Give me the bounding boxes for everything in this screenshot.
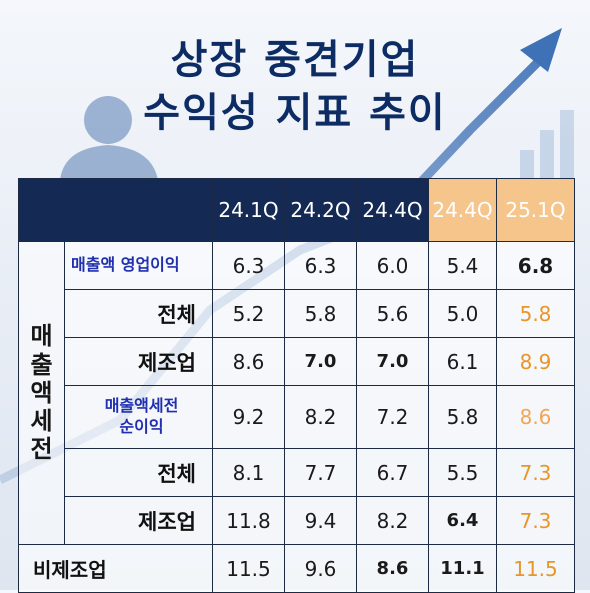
table-header-row: 24.1Q 24.2Q 24.4Q 24.4Q 25.1Q xyxy=(18,178,575,242)
row-label: 비제조업 xyxy=(18,544,213,593)
table-row: 비제조업 11.5 9.6 8.6 11.1 11.5 xyxy=(18,544,575,593)
table-cell: 5.2 xyxy=(212,289,285,338)
table-row: 제조업 8.6 7.0 7.0 6.1 8.9 xyxy=(19,337,575,386)
table-cell: 8.1 xyxy=(212,448,285,497)
header-col-2: 24.2Q xyxy=(284,178,357,242)
row-label: 매출액세전 순이익 xyxy=(64,385,213,449)
header-col-5: 25.1Q xyxy=(496,178,575,242)
table-row: 전체 8.1 7.7 6.7 5.5 7.3 xyxy=(19,448,575,497)
table-cell: 8.6 xyxy=(212,337,285,386)
table-cell: 9.4 xyxy=(284,496,357,545)
table-row: 전체 5.2 5.8 5.6 5.0 5.8 xyxy=(19,289,575,338)
row-label: 제조업 xyxy=(64,337,213,386)
table-cell: 5.8 xyxy=(428,385,497,449)
table-cell: 7.0 xyxy=(284,337,357,386)
table-cell: 8.9 xyxy=(496,337,575,386)
table-cell: 5.4 xyxy=(428,241,497,290)
row-label: 매출액 영업이익 xyxy=(64,241,213,290)
table-cell: 6.3 xyxy=(212,241,285,290)
table-cell: 5.0 xyxy=(428,289,497,338)
table-cell: 11.5 xyxy=(496,544,575,593)
table-cell: 6.7 xyxy=(356,448,429,497)
table-cell: 8.2 xyxy=(284,385,357,449)
table-cell: 5.6 xyxy=(356,289,429,338)
table-cell: 8.2 xyxy=(356,496,429,545)
table-cell: 6.8 xyxy=(496,241,575,290)
table-cell: 6.1 xyxy=(428,337,497,386)
table-row: 제조업 11.8 9.4 8.2 6.4 7.3 xyxy=(19,496,575,545)
row-label: 전체 xyxy=(64,448,213,497)
table-cell: 11.1 xyxy=(428,544,497,593)
header-col-1: 24.1Q xyxy=(212,178,285,242)
table-cell: 11.5 xyxy=(212,544,285,593)
table-cell: 6.0 xyxy=(356,241,429,290)
businessman-silhouette-icon xyxy=(60,96,158,180)
table-cell: 6.4 xyxy=(428,496,497,545)
table-cell: 7.0 xyxy=(356,337,429,386)
header-col-4: 24.4Q xyxy=(428,178,497,242)
table-cell: 7.3 xyxy=(496,496,575,545)
table-cell: 9.2 xyxy=(212,385,285,449)
title-line-2: 수익성 지표 추이 xyxy=(143,90,447,136)
table-cell: 8.6 xyxy=(356,544,429,593)
title-line-1: 상장 중견기업 xyxy=(170,37,420,83)
table-cell: 9.6 xyxy=(284,544,357,593)
row-label: 제조업 xyxy=(64,496,213,545)
table-cell: 7.3 xyxy=(496,448,575,497)
row-label: 전체 xyxy=(64,289,213,338)
table-cell: 7.7 xyxy=(284,448,357,497)
table-cell: 8.6 xyxy=(496,385,575,449)
table-row: 매출액세전 순이익 9.2 8.2 7.2 5.8 8.6 xyxy=(19,385,575,449)
table-cell: 11.8 xyxy=(212,496,285,545)
table-cell: 5.5 xyxy=(428,448,497,497)
table-cell: 5.8 xyxy=(284,289,357,338)
table-cell: 7.2 xyxy=(356,385,429,449)
table-cell: 5.8 xyxy=(496,289,575,338)
table-cell: 6.3 xyxy=(284,241,357,290)
header-col-3: 24.4Q xyxy=(356,178,429,242)
header-corner xyxy=(18,178,213,242)
